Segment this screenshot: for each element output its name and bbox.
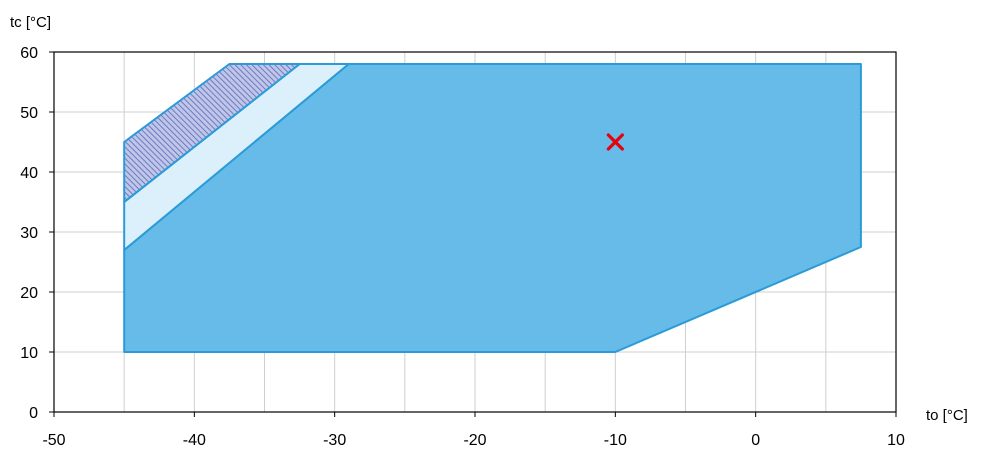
x-axis-label: to [°C] (926, 407, 968, 424)
y-tick-label: 10 (20, 345, 38, 362)
x-tick-label: -20 (463, 432, 486, 449)
y-axis-label: tc [°C] (10, 14, 51, 31)
x-tick-label: 10 (887, 432, 905, 449)
operating-point-marker (606, 133, 624, 151)
y-tick-label: 0 (29, 405, 38, 422)
y-tick-label: 60 (20, 45, 38, 62)
x-tick-label: -50 (42, 432, 65, 449)
y-tick-labels: 0 10 20 30 40 50 60 (20, 45, 54, 422)
x-tick-label: -30 (323, 432, 346, 449)
x-tick-label: 0 (751, 432, 760, 449)
y-tick-label: 20 (20, 285, 38, 302)
x-tick-labels: -50 -40 -30 -20 -10 0 10 (42, 412, 905, 449)
y-tick-label: 30 (20, 225, 38, 242)
envelope-regions (123, 63, 862, 353)
x-tick-label: -40 (183, 432, 206, 449)
y-tick-label: 40 (20, 165, 38, 182)
marker-stroke (606, 133, 624, 151)
y-tick-label: 50 (20, 105, 38, 122)
x-tick-label: -10 (604, 432, 627, 449)
envelope-region-3 (123, 63, 301, 203)
